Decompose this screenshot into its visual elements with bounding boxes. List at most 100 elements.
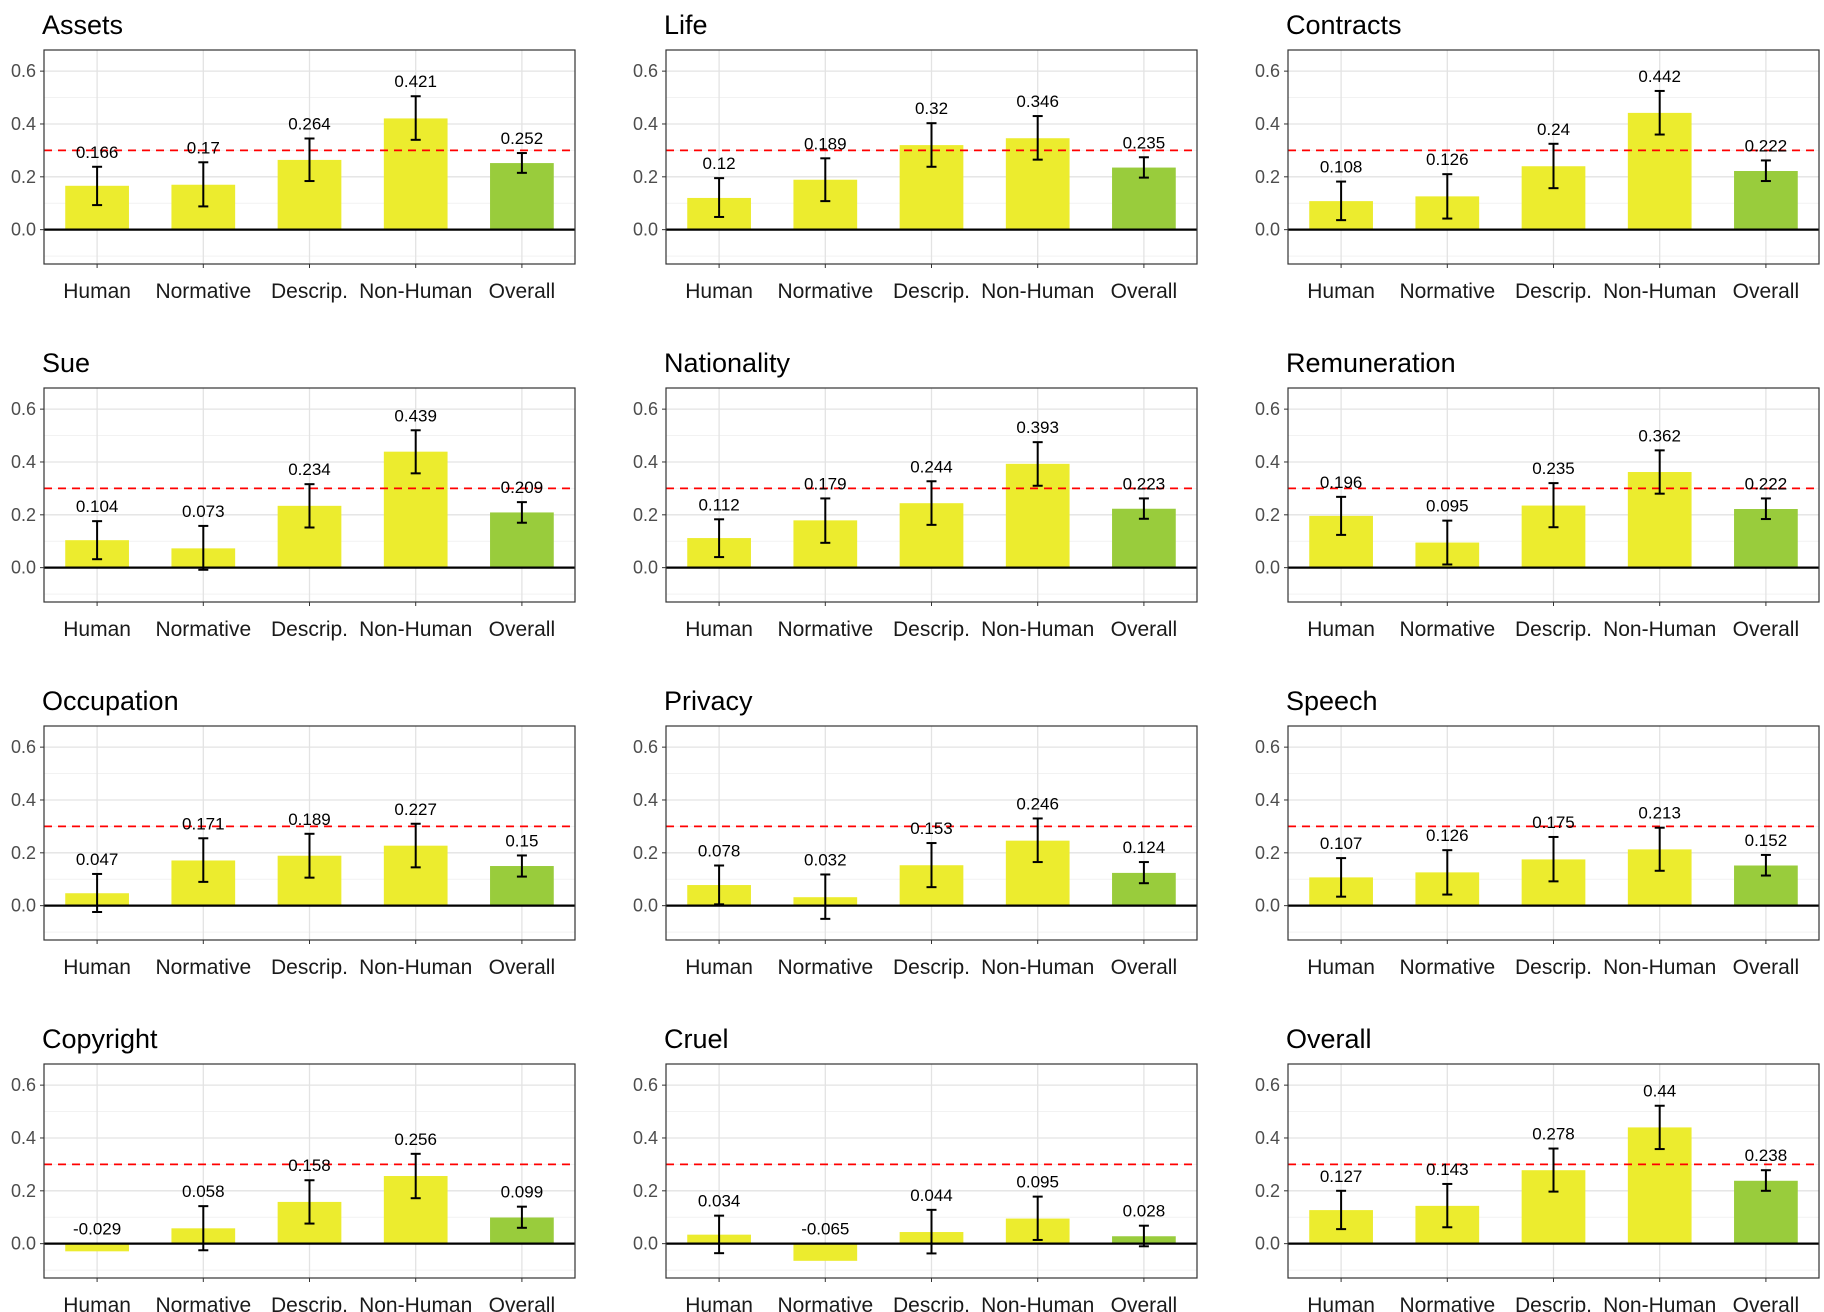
error-bar — [1760, 159, 1771, 183]
error-bar — [1654, 449, 1665, 495]
error-bar — [304, 1179, 315, 1225]
data-label: 0.073 — [182, 502, 225, 521]
y-tick-label: 0.6 — [633, 399, 658, 419]
y-tick-label: 0.6 — [11, 61, 36, 81]
panel-title: Remuneration — [1286, 348, 1456, 378]
error-bar — [516, 854, 527, 878]
y-tick-label: 0.0 — [633, 220, 658, 240]
error-bar — [198, 1205, 209, 1252]
y-tick-label: 0.4 — [633, 790, 658, 810]
x-tick-label: Non-Human — [359, 956, 472, 979]
x-tick-label: Human — [63, 280, 131, 303]
y-tick-label: 0.0 — [1255, 220, 1280, 240]
y-tick-label: 0.4 — [1255, 452, 1280, 472]
y-tick-label: 0.2 — [633, 843, 658, 863]
error-bar — [1336, 857, 1347, 898]
data-label: 0.108 — [1320, 158, 1363, 177]
chart-panel-overall: Overall 0.0 0.2 0.4 0.6 0.127 0.143 0.278 0.44 0.… — [1255, 1024, 1820, 1312]
data-label: 0.095 — [1016, 1173, 1059, 1192]
x-tick-label: Overall — [489, 1294, 556, 1312]
x-tick-label: Overall — [1733, 1294, 1800, 1312]
data-label: 0.213 — [1638, 804, 1681, 823]
error-bar — [516, 152, 527, 174]
error-bar — [820, 497, 831, 544]
data-label: 0.126 — [1426, 150, 1469, 169]
x-tick-label: Overall — [489, 618, 556, 641]
error-bar — [1442, 519, 1453, 566]
error-bar — [926, 122, 937, 168]
error-bar — [1760, 853, 1771, 877]
data-label: 0.246 — [1016, 794, 1059, 813]
x-tick-label: Normative — [777, 618, 873, 641]
y-tick-label: 0.4 — [11, 790, 36, 810]
bar — [793, 1243, 858, 1261]
y-tick-label: 0.0 — [1255, 1234, 1280, 1254]
x-tick-label: Descrip. — [271, 280, 348, 303]
y-tick-label: 0.0 — [1255, 558, 1280, 578]
y-tick-label: 0.0 — [1255, 896, 1280, 916]
x-tick-label: Non-Human — [359, 618, 472, 641]
chart-panel-life: Life 0.0 0.2 0.4 0.6 0.12 0.189 0.32 0.346 0.235 H… — [633, 10, 1198, 303]
panel-title: Occupation — [42, 686, 179, 716]
data-label: 0.112 — [698, 495, 739, 514]
chart-panel-remuneration: Remuneration 0.0 0.2 0.4 0.6 0.196 0.095 0.235 0… — [1255, 348, 1820, 641]
x-tick-label: Human — [1307, 618, 1375, 641]
x-tick-label: Normative — [1399, 956, 1495, 979]
panel-title: Overall — [1286, 1024, 1372, 1054]
data-label: 0.058 — [182, 1182, 225, 1201]
data-label: 0.124 — [1123, 838, 1166, 857]
error-bar — [1138, 156, 1149, 179]
chart-panel-privacy: Privacy 0.0 0.2 0.4 0.6 0.078 0.032 0.153 0.246 0… — [633, 686, 1198, 979]
x-tick-label: Non-Human — [1603, 618, 1716, 641]
error-bar — [1760, 1169, 1771, 1192]
y-tick-label: 0.6 — [1255, 61, 1280, 81]
data-label: -0.029 — [73, 1220, 121, 1239]
x-tick-label: Overall — [1111, 618, 1178, 641]
chart-panel-speech: Speech 0.0 0.2 0.4 0.6 0.107 0.126 0.175 0.213 0.… — [1255, 686, 1820, 979]
x-tick-label: Descrip. — [1515, 1294, 1592, 1312]
data-label: 0.196 — [1320, 473, 1363, 492]
x-tick-label: Descrip. — [1515, 280, 1592, 303]
error-bar — [926, 480, 937, 526]
panel-title: Assets — [42, 10, 123, 40]
data-label: 0.12 — [703, 154, 736, 173]
error-bar — [92, 165, 103, 207]
y-tick-label: 0.4 — [1255, 114, 1280, 134]
x-tick-label: Descrip. — [1515, 956, 1592, 979]
error-bar — [1548, 1147, 1559, 1193]
y-tick-label: 0.2 — [1255, 167, 1280, 187]
data-label: 0.278 — [1532, 1125, 1575, 1144]
error-bar — [1336, 180, 1347, 222]
x-tick-label: Non-Human — [981, 1294, 1094, 1312]
chart-panel-sue: Sue 0.0 0.2 0.4 0.6 0.104 0.073 0.234 0.439 0.209… — [11, 348, 576, 641]
data-label: 0.179 — [804, 474, 847, 493]
y-tick-label: 0.6 — [11, 1075, 36, 1095]
error-bar — [1654, 1104, 1665, 1151]
y-tick-label: 0.0 — [11, 558, 36, 578]
x-tick-label: Normative — [1399, 618, 1495, 641]
data-label: 0.362 — [1638, 426, 1681, 445]
error-bar — [1548, 835, 1559, 883]
chart-panel-assets: Assets 0.0 0.2 0.4 0.6 0.166 0.17 0.264 0.421 0.2… — [11, 10, 576, 303]
x-tick-label: Overall — [489, 280, 556, 303]
data-label: 0.244 — [910, 457, 953, 476]
x-tick-label: Non-Human — [359, 280, 472, 303]
x-tick-label: Non-Human — [1603, 1294, 1716, 1312]
y-tick-label: 0.6 — [1255, 1075, 1280, 1095]
y-tick-label: 0.6 — [11, 737, 36, 757]
panel-title: Life — [664, 10, 708, 40]
error-bar — [714, 1214, 725, 1255]
chart-panel-contracts: Contracts 0.0 0.2 0.4 0.6 0.108 0.126 0.24 0.442… — [1255, 10, 1820, 303]
error-bar — [92, 520, 103, 561]
data-label: 0.153 — [910, 819, 953, 838]
y-tick-label: 0.2 — [1255, 843, 1280, 863]
y-tick-label: 0.2 — [1255, 505, 1280, 525]
y-tick-label: 0.4 — [11, 1128, 36, 1148]
data-label: 0.421 — [394, 72, 437, 91]
data-label: 0.256 — [394, 1130, 437, 1149]
data-label: 0.439 — [394, 406, 437, 425]
bar — [490, 163, 554, 230]
chart-panel-copyright: Copyright 0.0 0.2 0.4 0.6 -0.029 0.058 0.158 0.2… — [11, 1024, 576, 1312]
x-tick-label: Human — [1307, 956, 1375, 979]
